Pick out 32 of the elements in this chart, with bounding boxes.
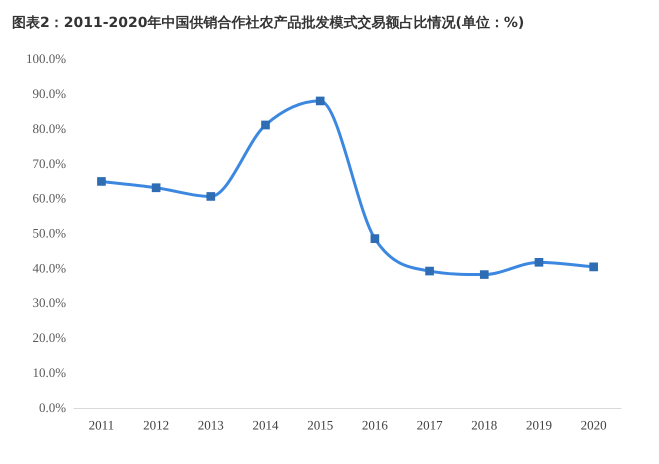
x-tick-label: 2014 <box>252 418 279 433</box>
point <box>589 262 598 272</box>
x-tick-label: 2015 <box>307 418 334 433</box>
y-tick-label: 60.0% <box>32 190 66 206</box>
point <box>370 234 380 243</box>
y-tick-label: 50.0% <box>32 226 66 241</box>
y-tick-label: 80.0% <box>32 120 66 136</box>
x-tick-label: 2011 <box>88 418 114 433</box>
x-tick-label: 2018 <box>471 418 498 433</box>
x-tick-label: 2016 <box>362 418 388 433</box>
y-tick-label: 90.0% <box>32 86 66 102</box>
point <box>261 120 270 130</box>
point <box>206 192 216 201</box>
y-tick-label: 70.0% <box>32 156 66 171</box>
chart-title: 图表2：2011-2020年中国供销合作社农产品批发模式交易额占比情况(单位：%) <box>11 14 526 33</box>
point <box>534 258 544 267</box>
x-tick-label: 2012 <box>143 418 170 433</box>
y-tick-label: 30.0% <box>32 295 66 310</box>
point <box>480 270 489 279</box>
y-tick-label: 0.0% <box>38 400 66 415</box>
y-tick-label: 20.0% <box>32 330 66 346</box>
x-tick-label: 2017 <box>416 418 444 433</box>
y-tick-label: 100.0% <box>26 51 66 66</box>
point <box>97 177 106 186</box>
y-tick-label: 40.0% <box>32 260 66 276</box>
point <box>152 183 160 192</box>
y-tick-label: 10.0% <box>32 364 66 380</box>
x-tick-label: 2013 <box>198 418 224 433</box>
point <box>425 266 434 276</box>
x-tick-label: 2019 <box>526 418 552 433</box>
point <box>316 96 325 106</box>
x-tick-label: 2020 <box>580 418 607 433</box>
